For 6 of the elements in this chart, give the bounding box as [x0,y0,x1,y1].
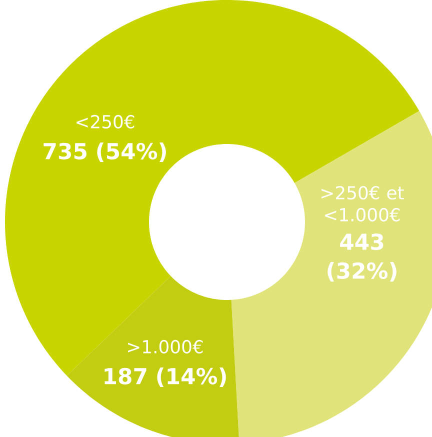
data-label: 443 (32%) [328,234,396,282]
slice-label: >250€ et <1.000€ [322,186,404,222]
data-label: 735 (54%) [44,142,166,162]
slice-label: <250€ [76,114,134,128]
slice-label: >1.000€ [128,340,203,354]
data-label: 187 (14%) [104,368,226,388]
